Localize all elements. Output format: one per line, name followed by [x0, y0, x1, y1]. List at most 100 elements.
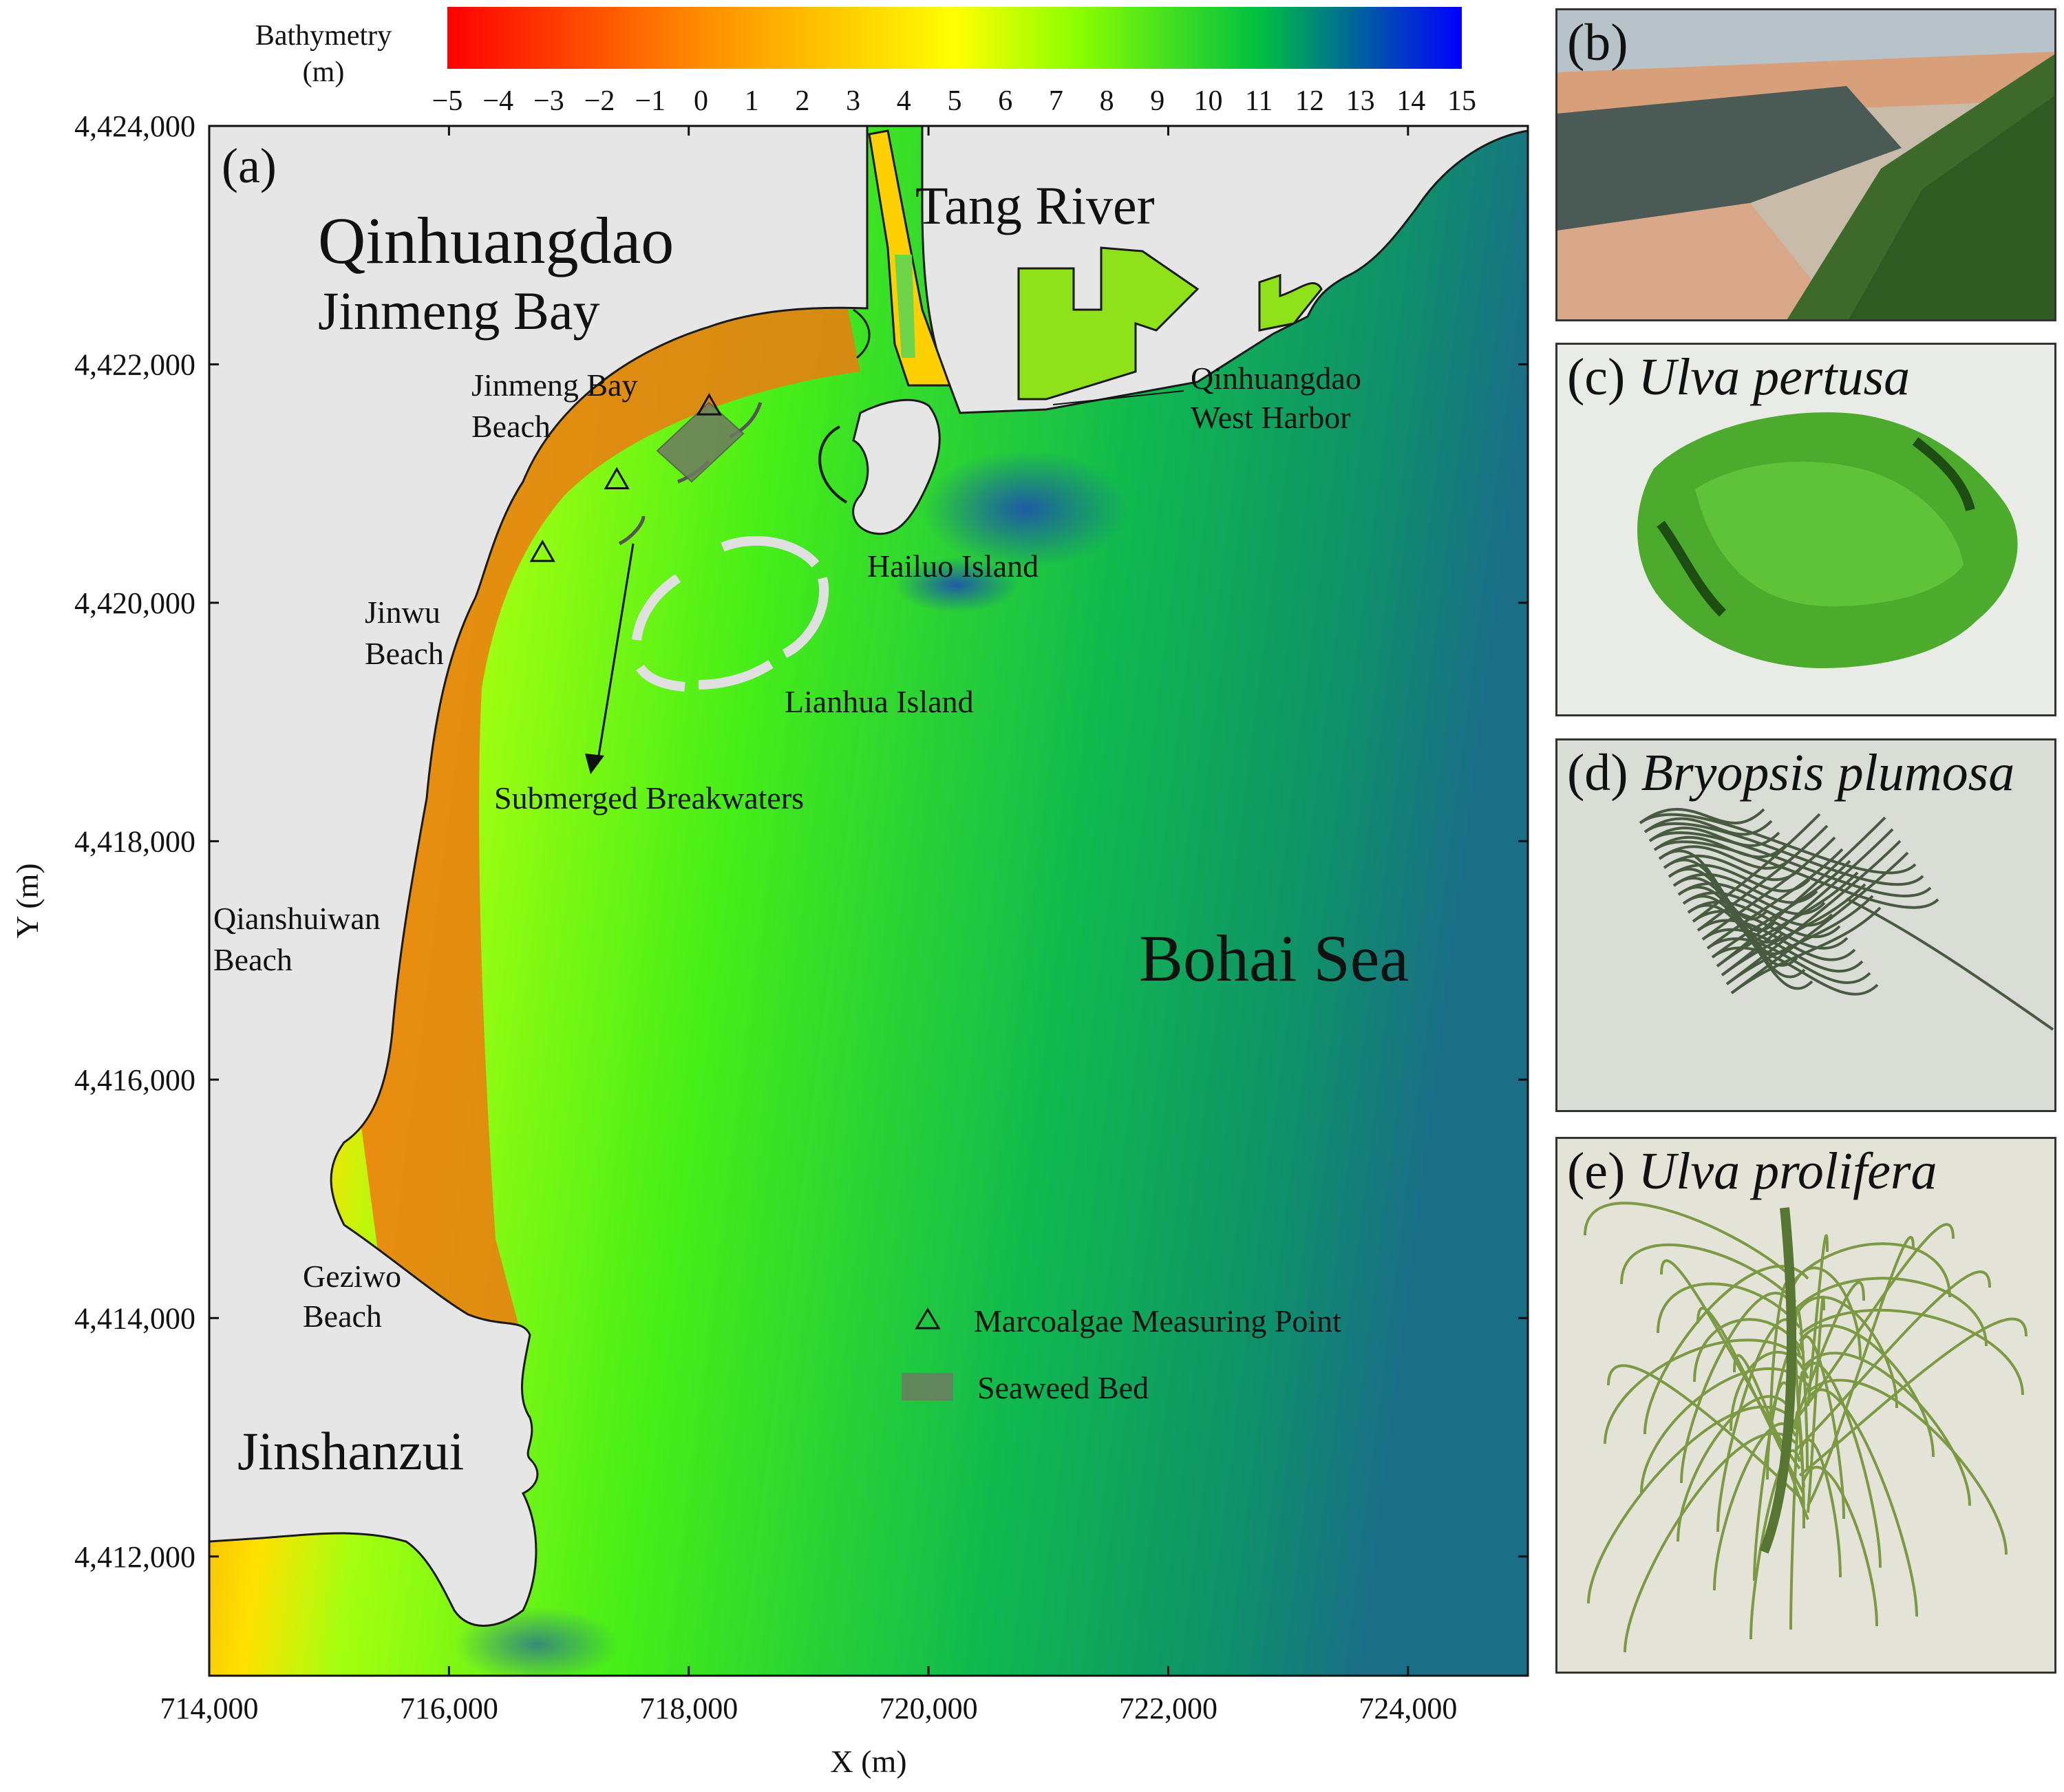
- algae-main-stem: [1759, 1207, 1796, 1554]
- algae-strand: [1798, 1324, 1935, 1458]
- legend-measuring-point-label: Marcoalgae Measuring Point: [974, 1303, 1341, 1338]
- photo-label-c-prefix: (c): [1567, 348, 1639, 406]
- algae-strand: [1692, 813, 1821, 923]
- colorbar-tick-label: 14: [1396, 85, 1425, 117]
- algae-strand: [1648, 831, 1932, 897]
- colorbar-tick-label: 5: [948, 85, 962, 117]
- algae-strand: [1639, 813, 1917, 875]
- deep-water-patch: [922, 451, 1129, 568]
- colorbar-tick-label: 10: [1194, 85, 1223, 117]
- species-name-d: Bryopsis plumosa: [1641, 744, 2015, 802]
- colorbar-tick-label: −2: [584, 85, 615, 117]
- algae-strand: [1725, 895, 1874, 985]
- algae-strand: [1711, 946, 1879, 996]
- algae-strand: [1677, 882, 1826, 915]
- algae-strand: [1607, 1364, 1805, 1502]
- algae-strand: [1730, 1351, 1809, 1431]
- x-tick-label: 720,000: [880, 1692, 978, 1725]
- colorbar-title: Bathymetry: [255, 20, 392, 52]
- x-tick-label: 718,000: [639, 1692, 738, 1725]
- algae-strand: [1653, 840, 1939, 909]
- label-west-harbor-2: West Harbor: [1191, 400, 1351, 435]
- y-tick-label: 4,420,000: [74, 586, 195, 620]
- colorbar-tick-label: 6: [998, 85, 1012, 117]
- label-geziwo-1: Geziwo: [303, 1259, 401, 1294]
- algae-strand: [1807, 1378, 2008, 1555]
- algae-strand: [1798, 1308, 2024, 1396]
- panel-label-a: (a): [222, 138, 277, 193]
- algae-strand: [1716, 816, 1886, 968]
- harbor-basin-east: [1258, 273, 1323, 332]
- bryopsis-illustration: [1557, 740, 2054, 1110]
- measuring-points: [529, 393, 722, 562]
- algae-strand: [1794, 1270, 1991, 1451]
- label-qianshuiwan-1: Qianshuiwan: [213, 901, 381, 936]
- colorbar-tick-label: 13: [1346, 85, 1375, 117]
- legend-seaweed-label: Seaweed Bed: [977, 1370, 1149, 1405]
- algae-strand: [1790, 1223, 1955, 1426]
- measuring-point-marker: [696, 393, 722, 416]
- colorbar-tick-label: −1: [635, 85, 666, 117]
- algae-strand: [1701, 836, 1836, 941]
- label-jinshanzui: Jinshanzui: [237, 1421, 464, 1481]
- label-lianhua-island: Lianhua Island: [785, 684, 974, 719]
- algae-strand: [1643, 822, 1924, 886]
- algae-strand: [1802, 1466, 1878, 1627]
- algae-strand: [1798, 1335, 1845, 1519]
- lianhua-breakwaters: [632, 535, 829, 692]
- photo-label-e: (e) Ulva prolifera: [1567, 1142, 1937, 1202]
- beach-photo-illustration: [1557, 10, 2054, 319]
- y-axis-label: Y (m): [10, 863, 45, 938]
- algae-strand: [1730, 851, 1909, 994]
- label-hailuo-island: Hailuo Island: [867, 548, 1039, 584]
- algae-strand: [1725, 840, 1902, 985]
- photo-label-b: (b): [1567, 14, 1628, 72]
- photo-label-d: (d) Bryopsis plumosa: [1567, 743, 2014, 803]
- x-tick-label: 724,000: [1359, 1692, 1457, 1725]
- algae-strand: [1711, 860, 1851, 959]
- label-jinmeng-bay-beach-1: Jinmeng Bay: [471, 367, 637, 403]
- species-name-e: Ulva prolifera: [1638, 1142, 1937, 1200]
- deep-water-patch-2: [895, 557, 1019, 612]
- y-tick-label: 4,416,000: [74, 1063, 195, 1097]
- algae-strand: [1680, 1291, 1793, 1484]
- algae-strand: [1639, 808, 1765, 824]
- photo-panel-d: (d) Bryopsis plumosa: [1555, 738, 2056, 1112]
- legend-seaweed-swatch: [902, 1373, 953, 1400]
- photo-panel-e: (e) Ulva prolifera: [1555, 1137, 2056, 1674]
- jetty-channel: [895, 255, 915, 358]
- algae-strand: [1789, 1371, 1805, 1630]
- colorbar-ticks: −5 −4 −3 −2 −1 0 1 2 3 4 5 6 7 8 9 10 11 12 13 14 15: [432, 85, 1476, 117]
- y-tick-label: 4,414,000: [74, 1301, 195, 1335]
- place-labels: Qinhuangdao Jinmeng Bay Tang River Jinme…: [213, 175, 1409, 1481]
- algae-strand-long: [1846, 897, 2054, 1031]
- colorbar-tick-label: 2: [795, 85, 809, 117]
- algae-strand: [1807, 1235, 1915, 1506]
- photo-label-d-prefix: (d): [1567, 744, 1641, 802]
- measuring-point-marker: [529, 540, 555, 562]
- map-plot: [209, 126, 1528, 1676]
- hailuo-breakwater-arc: [818, 425, 848, 504]
- algae-strand: [1716, 1318, 1797, 1533]
- algae-strand: [1733, 1354, 1809, 1520]
- breakwater-arrowhead: [585, 754, 604, 774]
- colorbar-tick-label: −5: [432, 85, 463, 117]
- colorbar-tick-label: −3: [533, 85, 564, 117]
- y-tick-label: 4,418,000: [74, 824, 195, 858]
- label-jinmeng-bay-beach-2: Beach: [471, 409, 551, 444]
- colorbar-unit: (m): [303, 56, 345, 88]
- colorbar-tick-label: 7: [1049, 85, 1063, 117]
- ulva-pertusa-illustration: [1557, 345, 2054, 714]
- algae-strand: [1794, 1277, 1988, 1347]
- algae-strand: [1730, 906, 1882, 994]
- algae-strand: [1660, 1259, 1801, 1470]
- photo-label-e-prefix: (e): [1567, 1142, 1639, 1200]
- algae-strand: [1749, 1449, 1801, 1640]
- algae-strand: [1696, 824, 1829, 932]
- algae-strand: [1790, 1281, 1865, 1432]
- label-jinwu-beach-1: Jinwu: [365, 595, 440, 630]
- algae-strand: [1716, 871, 1859, 968]
- algae-strand: [1643, 817, 1773, 836]
- colorbar-tick-label: 9: [1150, 85, 1164, 117]
- x-axis-label: X (m): [830, 1744, 906, 1779]
